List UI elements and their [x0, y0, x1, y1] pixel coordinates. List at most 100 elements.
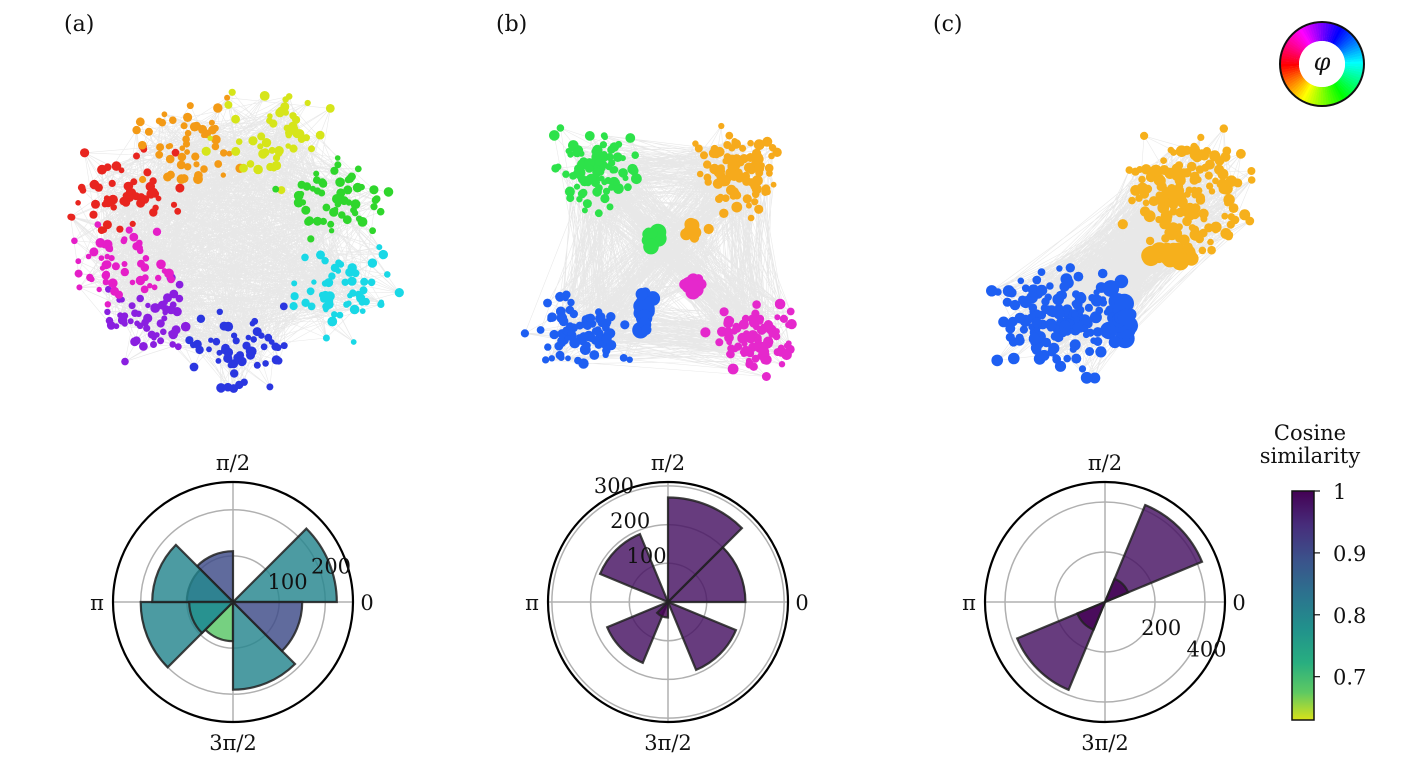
network-node [641, 324, 652, 335]
network-node [318, 189, 326, 197]
network-node [615, 140, 623, 148]
network-node [184, 163, 192, 171]
network-node [189, 362, 199, 372]
network-node [180, 122, 188, 130]
network-node [1247, 167, 1256, 175]
network-node [102, 278, 110, 286]
network-node [719, 208, 729, 218]
network-node [1143, 210, 1156, 223]
phase-wheel-segment [1325, 86, 1333, 106]
network-node [627, 163, 638, 175]
network-node [1095, 346, 1107, 358]
network-node [124, 183, 132, 192]
phase-wheel-segment [1286, 39, 1304, 52]
phase-wheel-segment [1334, 28, 1348, 46]
phase-wheel-segment [1344, 60, 1364, 64]
network-node [692, 140, 699, 147]
network-node [257, 132, 266, 141]
network-node [272, 185, 280, 193]
network-node [89, 247, 99, 257]
network-node [595, 158, 603, 166]
network-node [280, 342, 288, 350]
network-node [764, 163, 774, 173]
network-layer [67, 88, 1256, 393]
phase-wheel-segment [1314, 22, 1320, 42]
network-node [191, 152, 200, 161]
network-node [343, 301, 350, 308]
polar-bar [665, 545, 747, 604]
network-node [583, 321, 592, 330]
network-node [1175, 161, 1184, 170]
network-node [1195, 234, 1204, 244]
network-node [1148, 196, 1159, 207]
polar-bar [1102, 503, 1204, 605]
network-node [155, 117, 163, 125]
network-node [1097, 268, 1108, 279]
network-node [129, 220, 136, 227]
network-node [763, 339, 773, 349]
network-node [224, 94, 231, 101]
network-node [582, 199, 592, 209]
network-node [551, 164, 560, 173]
network-node [631, 173, 642, 185]
network-node [1204, 171, 1213, 180]
phase-wheel-segment [1283, 73, 1302, 85]
network-node [1219, 124, 1229, 133]
polar-bar [188, 600, 236, 635]
network-node [216, 308, 223, 315]
network-node [1179, 168, 1189, 178]
network-node [1198, 208, 1209, 219]
network-node [779, 314, 789, 323]
network-node [549, 130, 560, 141]
network-node [138, 140, 147, 150]
network-node [140, 285, 149, 294]
network-node [786, 307, 795, 316]
network-node [359, 286, 368, 295]
network-node [1154, 175, 1161, 183]
network-node [1080, 324, 1089, 333]
network-node [370, 203, 378, 211]
network-node [219, 321, 229, 331]
network-node [288, 124, 299, 134]
network-node [542, 356, 550, 364]
network-node [150, 341, 157, 348]
network-node [132, 125, 141, 135]
network-node [1092, 327, 1103, 337]
network-node [105, 285, 112, 293]
phase-wheel-segment [1291, 32, 1307, 49]
network-node [121, 312, 129, 320]
phase-wheel-segment [1296, 82, 1310, 100]
network-node [327, 220, 335, 228]
network-node [143, 168, 152, 177]
network-node [1195, 187, 1203, 195]
phase-wheel-segment [1339, 36, 1356, 51]
network-node [290, 292, 299, 301]
network-node [1045, 305, 1058, 317]
network-node [129, 279, 136, 286]
network-node [1037, 310, 1047, 320]
network-node [565, 355, 571, 362]
network-node [567, 151, 574, 158]
network-node [156, 319, 165, 328]
phase-wheel-segment [1317, 22, 1322, 42]
network-node [79, 187, 87, 194]
network-node [726, 339, 733, 346]
network-node [174, 207, 182, 215]
panel-label-b: (b) [496, 12, 528, 37]
network-node [1047, 347, 1057, 357]
radial-tick-label: 200 [610, 509, 650, 533]
network-node [631, 151, 639, 159]
network-node [729, 170, 740, 181]
network-node [1216, 181, 1224, 189]
network-node [1088, 294, 1097, 302]
network-node [208, 337, 214, 343]
network-node [211, 142, 220, 151]
network-node [224, 100, 233, 109]
phase-wheel-segment [1343, 70, 1363, 79]
polar-bar [655, 599, 670, 619]
network-node [725, 157, 733, 165]
network-node [171, 325, 181, 335]
network-node [347, 292, 353, 299]
network-node [1171, 252, 1190, 271]
network-node [1005, 323, 1016, 334]
